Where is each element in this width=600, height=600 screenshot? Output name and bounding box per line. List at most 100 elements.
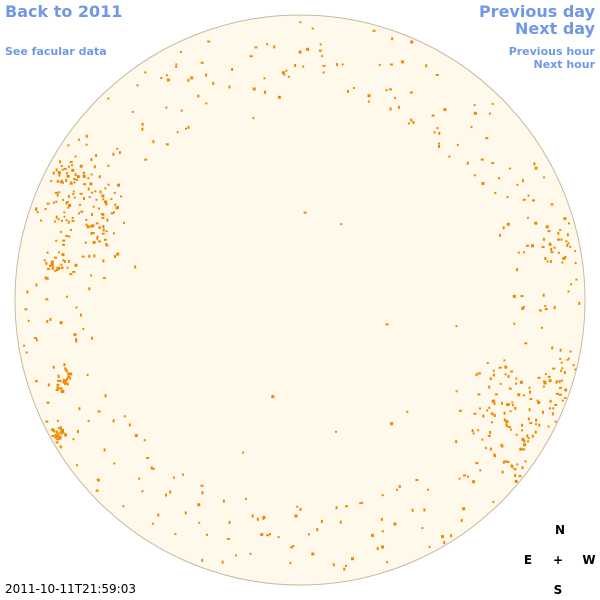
feature-point xyxy=(543,176,545,179)
feature-point xyxy=(554,420,557,423)
feature-point xyxy=(380,517,383,521)
feature-point xyxy=(438,142,440,145)
feature-point xyxy=(567,290,570,293)
feature-point xyxy=(68,165,70,168)
feature-point xyxy=(547,230,551,233)
feature-point xyxy=(550,203,554,206)
feature-point xyxy=(49,264,51,267)
feature-point xyxy=(306,47,310,51)
feature-point xyxy=(115,206,119,210)
feature-point xyxy=(157,513,160,517)
feature-point xyxy=(104,394,107,398)
feature-point xyxy=(563,217,567,221)
feature-point xyxy=(76,464,78,467)
feature-point xyxy=(90,158,93,162)
feature-point xyxy=(569,245,572,248)
next-day-link[interactable]: Next day xyxy=(515,19,595,38)
feature-point xyxy=(498,366,502,369)
feature-point xyxy=(435,74,439,76)
feature-point xyxy=(59,180,62,183)
feature-point xyxy=(531,434,534,438)
feature-point xyxy=(67,376,71,379)
feature-point xyxy=(524,460,527,463)
feature-point xyxy=(490,421,493,424)
feature-point xyxy=(59,321,63,325)
feature-point xyxy=(58,437,62,440)
feature-point xyxy=(151,522,154,525)
feature-point xyxy=(507,375,510,378)
feature-point xyxy=(488,406,491,409)
feature-point xyxy=(561,399,564,402)
feature-point xyxy=(486,362,489,364)
feature-point xyxy=(65,219,68,222)
feature-point xyxy=(535,423,538,426)
feature-point xyxy=(120,195,123,198)
feature-point xyxy=(97,240,101,243)
feature-point xyxy=(527,440,530,443)
feature-point xyxy=(277,536,280,539)
feature-point xyxy=(494,454,497,458)
feature-point xyxy=(197,503,201,507)
feature-point xyxy=(406,410,409,413)
feature-point xyxy=(56,266,59,269)
feature-point xyxy=(262,515,266,519)
observation-timestamp: 2011-10-11T21:59:03 xyxy=(5,582,136,596)
feature-point xyxy=(79,313,82,317)
feature-point xyxy=(146,457,150,459)
feature-point xyxy=(58,251,61,254)
feature-point xyxy=(64,379,68,382)
feature-point xyxy=(73,333,77,337)
feature-point xyxy=(294,64,297,67)
previous-day-link[interactable]: Previous day xyxy=(478,2,595,21)
feature-point xyxy=(481,438,484,441)
feature-point xyxy=(558,393,562,396)
feature-point xyxy=(93,165,96,169)
feature-point xyxy=(489,377,492,381)
feature-point xyxy=(367,100,370,103)
feature-point xyxy=(83,196,85,200)
feature-point xyxy=(513,468,517,471)
feature-point xyxy=(141,127,144,131)
feature-point xyxy=(68,235,71,238)
feature-point xyxy=(49,317,52,321)
feature-point xyxy=(560,361,563,364)
feature-point xyxy=(73,181,76,184)
next-hour-link[interactable]: Next hour xyxy=(533,58,596,71)
feature-point xyxy=(184,511,187,515)
feature-point xyxy=(51,428,55,432)
feature-point xyxy=(173,476,175,479)
feature-point xyxy=(69,228,72,231)
feature-point xyxy=(252,87,256,91)
previous-hour-link[interactable]: Previous hour xyxy=(508,45,595,58)
feature-point xyxy=(396,488,398,491)
feature-point xyxy=(557,231,560,235)
feature-point xyxy=(23,344,26,347)
feature-point xyxy=(557,251,560,254)
feature-point xyxy=(523,443,527,447)
feature-point xyxy=(394,96,397,99)
compass-center-icon: + xyxy=(552,553,564,567)
feature-point xyxy=(499,382,502,385)
feature-point xyxy=(505,420,509,424)
feature-point xyxy=(529,422,533,425)
feature-point xyxy=(302,65,305,68)
feature-point xyxy=(450,534,453,538)
compass-east: E xyxy=(523,553,533,567)
feature-point xyxy=(311,552,315,556)
feature-point xyxy=(62,243,66,246)
feature-point xyxy=(552,407,555,410)
feature-point xyxy=(489,431,492,434)
see-facular-data-link[interactable]: See facular data xyxy=(5,45,107,58)
feature-point xyxy=(352,87,355,89)
feature-point xyxy=(508,426,512,429)
feature-point xyxy=(512,294,516,298)
feature-point xyxy=(44,208,47,211)
back-to-year-link[interactable]: Back to 2011 xyxy=(5,2,123,21)
feature-point xyxy=(547,425,550,428)
feature-point xyxy=(509,387,512,390)
feature-point xyxy=(322,71,325,74)
feature-point xyxy=(190,76,194,80)
feature-point xyxy=(515,382,517,385)
feature-point xyxy=(467,475,469,478)
